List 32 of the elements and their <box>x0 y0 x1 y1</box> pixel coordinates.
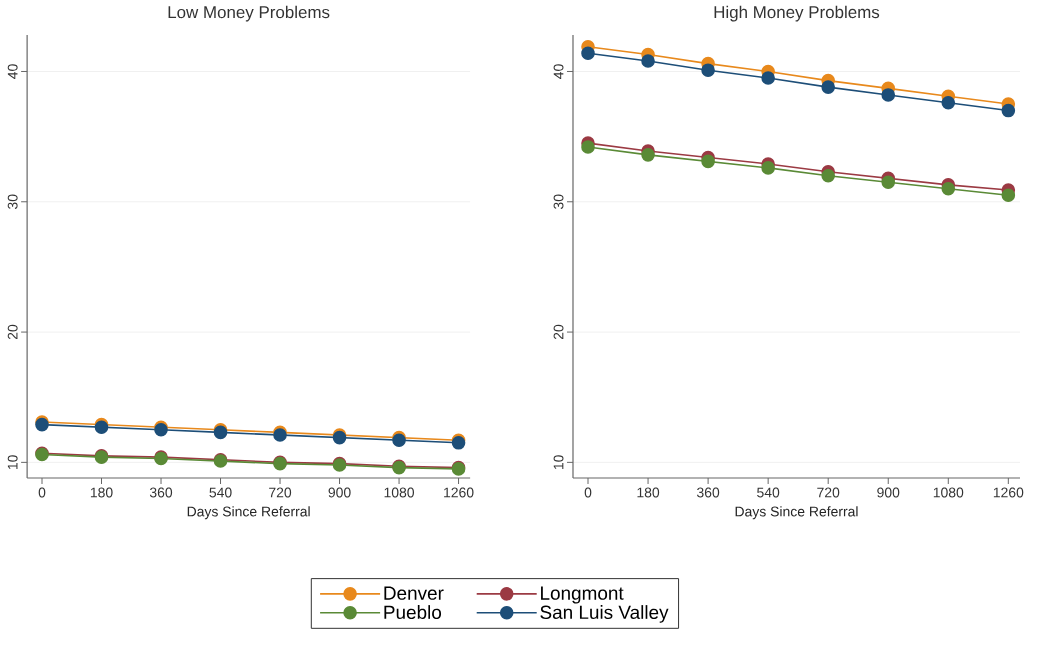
x-axis-title: Days Since Referral <box>735 506 858 520</box>
x-tick-label: 0 <box>584 487 592 498</box>
y-tick-label: 10 <box>553 455 564 470</box>
y-tick-label: 30 <box>553 194 564 209</box>
chart-title: Low Money Problems <box>168 5 330 22</box>
x-tick-label: 360 <box>149 487 173 498</box>
x-tick-label: 360 <box>696 487 720 498</box>
chart-title: High Money Problems <box>714 5 880 22</box>
y-tick-label: 30 <box>7 194 18 209</box>
x-tick-label: 720 <box>817 487 840 498</box>
x-tick-label: 900 <box>328 487 351 498</box>
y-tick-label: 40 <box>553 64 564 79</box>
y-tick-label: 10 <box>7 455 18 470</box>
y-tick-label: 40 <box>7 64 18 79</box>
legend-label: Pueblo <box>384 605 442 620</box>
x-tick-label: 1260 <box>993 487 1024 498</box>
legend-label: Longmont <box>541 586 624 604</box>
x-tick-label: 180 <box>637 487 660 498</box>
x-tick-label: 1080 <box>933 487 964 498</box>
y-tick-label: 20 <box>553 324 564 340</box>
x-tick-label: 180 <box>90 487 113 498</box>
x-tick-label: 1080 <box>384 487 415 498</box>
x-tick-label: 900 <box>877 487 900 498</box>
x-axis-title: Days Since Referral <box>187 506 310 520</box>
legend-label: Denver <box>384 586 444 600</box>
y-tick-label: 20 <box>7 324 18 340</box>
x-tick-label: 1260 <box>444 487 474 498</box>
legend-label: San Luis Valley <box>540 605 669 623</box>
x-tick-label: 0 <box>38 487 46 498</box>
x-tick-label: 540 <box>757 487 780 498</box>
x-tick-label: 720 <box>269 487 292 498</box>
x-tick-label: 540 <box>209 487 232 498</box>
